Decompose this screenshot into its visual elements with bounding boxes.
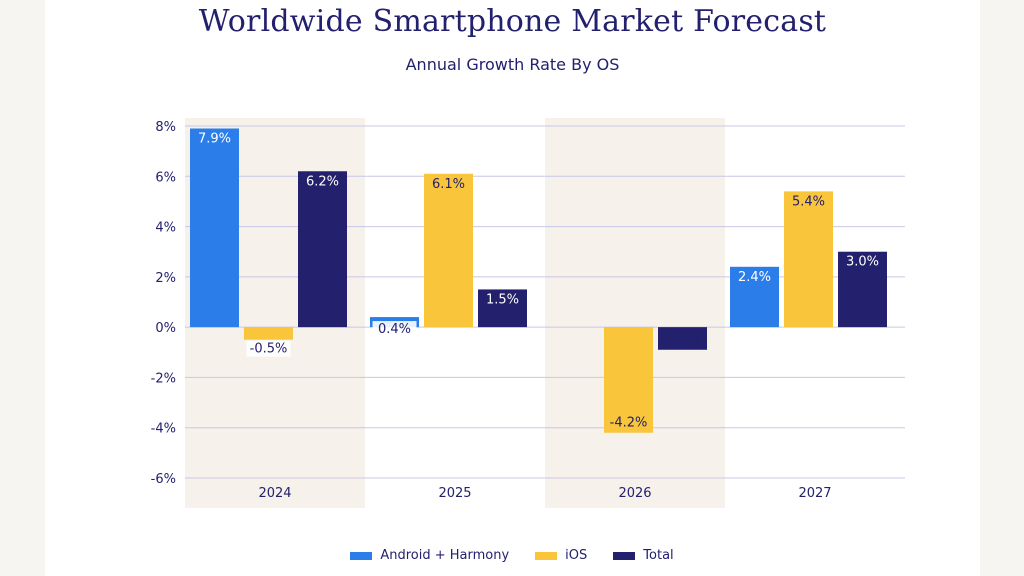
bar-total-2025 <box>478 289 527 328</box>
y-tick-label: -2% <box>151 371 176 386</box>
legend-item-android: Android + Harmony <box>350 548 509 563</box>
legend-label-android: Android + Harmony <box>380 548 510 563</box>
x-tick-label: 2027 <box>798 486 831 501</box>
legend-item-total: Total <box>613 548 674 563</box>
bar-android-harmony-2024 <box>190 128 239 328</box>
data-label: 0.4% <box>378 322 411 337</box>
x-tick-label: 2026 <box>618 486 651 501</box>
bar-total-2026 <box>658 327 707 350</box>
y-tick-label: -6% <box>151 472 176 487</box>
bar-ios-2026 <box>604 327 653 433</box>
x-tick-label: 2025 <box>438 486 471 501</box>
y-tick-label: -4% <box>151 422 176 437</box>
data-label: -0.9% <box>664 333 702 348</box>
data-label: -4.2% <box>610 416 648 431</box>
data-label: 2.4% <box>738 270 771 285</box>
data-label-bg <box>372 321 417 338</box>
y-tick-label: 4% <box>155 221 176 236</box>
bar-ios-2024 <box>244 327 293 340</box>
data-label: -0.5% <box>250 342 288 357</box>
bar-android-harmony-2027 <box>730 266 779 328</box>
bar-ios-2025 <box>424 173 473 328</box>
y-tick-label: 0% <box>155 321 176 336</box>
legend-label-ios: iOS <box>565 548 588 563</box>
y-tick-label: 8% <box>155 120 176 135</box>
legend-swatch-total <box>613 551 636 560</box>
chart-title: Worldwide Smartphone Market Forecast <box>198 4 827 39</box>
data-label-bg <box>246 340 291 357</box>
y-tick-label: 2% <box>155 271 176 286</box>
data-label: 1.5% <box>486 292 519 307</box>
bar-ios-2027 <box>784 191 833 328</box>
x-tick-label: 2024 <box>258 486 291 501</box>
legend-swatch-ios <box>535 551 558 560</box>
data-label: 7.9% <box>198 132 231 147</box>
legend-label-total: Total <box>643 548 674 563</box>
y-tick-label: 6% <box>155 170 176 185</box>
category-band-2026 <box>545 118 725 508</box>
bar-total-2024 <box>298 171 347 328</box>
data-label: 6.2% <box>306 174 339 189</box>
legend-item-ios: iOS <box>535 548 587 563</box>
data-label: 5.4% <box>792 194 825 209</box>
data-label: 3.0% <box>846 255 879 270</box>
bar-total-2027 <box>838 251 887 328</box>
chart-subtitle: Annual Growth Rate By OS <box>405 55 620 74</box>
legend: Android + Harmony iOS Total <box>0 548 1024 563</box>
data-label: 6.1% <box>432 177 465 192</box>
legend-swatch-android <box>350 551 373 560</box>
